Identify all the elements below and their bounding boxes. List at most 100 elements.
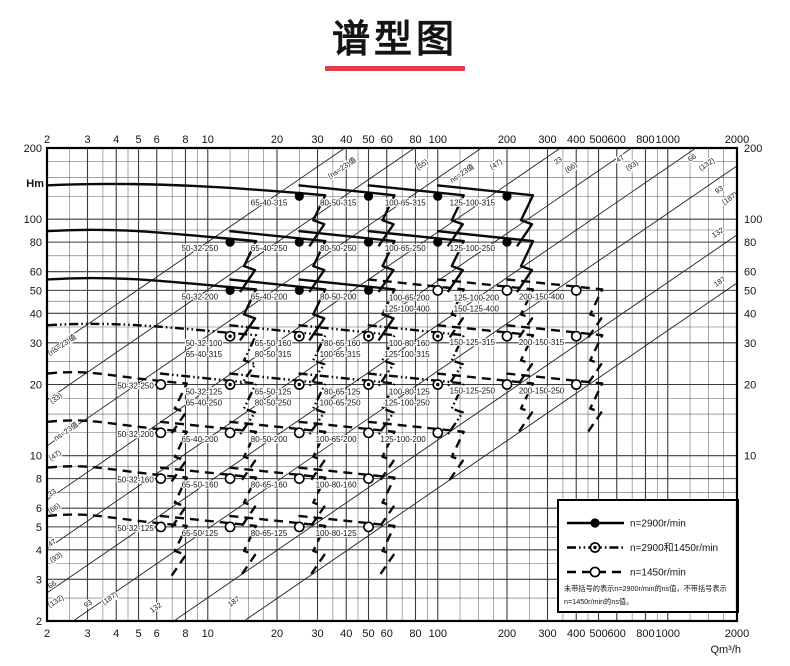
axes: 2233445566881010202030304040505060608080… — [24, 134, 763, 656]
pump-island — [298, 184, 396, 247]
model-label: 80-50-200 — [251, 435, 288, 444]
ns-label: 187 — [226, 594, 241, 608]
page-title: 谱型图 — [331, 19, 458, 61]
y-tick-left: 6 — [36, 503, 42, 515]
model-label: 150-125-250 — [450, 387, 496, 396]
x-tick-top: 600 — [608, 134, 626, 146]
model-label: 65-50-125 — [182, 529, 219, 538]
model-label: 65-40-250 — [251, 244, 288, 253]
ns-line — [46, 147, 346, 353]
ns-label: ns=23值 — [52, 420, 80, 443]
model-label: 150-125-400 — [454, 304, 500, 313]
ns-line — [173, 234, 738, 622]
model-label: 80-50-250 — [255, 399, 292, 408]
x-tick-top: 60 — [381, 134, 393, 146]
marker-open — [570, 284, 582, 296]
ns-label: 33 — [552, 155, 564, 167]
y-tick-left: 4 — [36, 545, 42, 557]
marker-open — [432, 427, 444, 439]
ns-label: (93) — [48, 550, 64, 565]
model-label: 100-80-160 — [389, 339, 430, 348]
y-tick-left: 8 — [36, 474, 42, 486]
model-label: 80-50-315 — [255, 350, 292, 359]
pump-island — [229, 229, 327, 293]
ns-label: (33) — [48, 391, 64, 406]
model-label: 200-150-400 — [519, 292, 565, 301]
marker-open — [224, 427, 236, 439]
marker-dot — [297, 334, 301, 338]
x-tick-top: 400 — [567, 134, 585, 146]
pump-island — [47, 513, 189, 578]
model-label: 50-32-125 — [186, 388, 223, 397]
x-tick-bottom: 400 — [567, 628, 585, 640]
x-tick-top: 6 — [154, 134, 160, 146]
model-label: 80-65-125 — [251, 529, 288, 538]
model-label: 50-32-250 — [117, 382, 154, 391]
x-tick-bottom: 3 — [84, 628, 90, 640]
x-tick-bottom: 20 — [271, 628, 283, 640]
marker-open — [501, 330, 513, 342]
pump-island — [436, 229, 535, 293]
model-label: 80-65-160 — [251, 481, 288, 490]
y-tick-right: 50 — [744, 285, 756, 297]
y-tick-right: 40 — [744, 308, 756, 320]
y-tick-left: 60 — [30, 267, 42, 279]
legend-box — [557, 499, 739, 613]
ns-label: 47 — [614, 153, 626, 165]
model-label: 65-40-315 — [186, 350, 223, 359]
model-label: 100-65-250 — [385, 244, 426, 253]
x-tick-bottom: 500 — [589, 628, 607, 640]
x-tick-bottom: 2 — [44, 628, 50, 640]
ns-line — [46, 147, 482, 447]
model-label: 65-50-160 — [255, 339, 292, 348]
ns-line — [243, 282, 738, 622]
x-tick-bottom: 60 — [381, 628, 393, 640]
x-tick-top: 3 — [84, 134, 90, 146]
marker-filled — [363, 191, 374, 201]
model-label: 125-100-400 — [384, 304, 430, 313]
pump-island — [367, 184, 465, 247]
marker-open — [155, 427, 167, 439]
x-tick-bottom: 800 — [636, 628, 654, 640]
ns-label: (132) — [697, 156, 716, 173]
model-label: 100-65-200 — [316, 435, 357, 444]
legend-note: 未带括号的表示n=2900r/min的ns值，不带括号表示 — [564, 584, 727, 593]
x-tick-top: 1000 — [656, 134, 680, 146]
model-label: 65-50-160 — [182, 481, 219, 490]
model-label: 125-100-250 — [384, 399, 430, 408]
markers — [155, 191, 582, 533]
x-tick-bottom: 100 — [429, 628, 447, 640]
pump-island — [47, 228, 258, 293]
marker-open — [155, 521, 167, 533]
pump-island — [47, 276, 258, 342]
pump-island — [229, 278, 327, 342]
ns-line — [46, 147, 561, 501]
x-tick-top: 2000 — [725, 134, 749, 146]
model-label: 100-80-160 — [316, 481, 357, 490]
model-label: 50-32-160 — [117, 476, 154, 485]
model-label: 50-32-200 — [182, 292, 219, 301]
model-label: 50-32-250 — [182, 244, 219, 253]
marker-filled — [363, 237, 374, 247]
ns-line — [46, 147, 697, 594]
marker-dot — [366, 382, 371, 387]
x-tick-top: 50 — [362, 134, 374, 146]
marker-filled — [225, 285, 235, 295]
marker-open — [363, 521, 374, 533]
x-tick-bottom: 1000 — [656, 628, 680, 640]
y-tick-left: 3 — [36, 574, 42, 586]
marker-open — [224, 521, 236, 533]
x-tick-bottom: 8 — [182, 628, 188, 640]
model-label: 80-50-200 — [320, 292, 357, 301]
model-label: 65-40-200 — [182, 435, 219, 444]
x-tick-top: 200 — [498, 134, 516, 146]
y-tick-left: 200 — [24, 143, 42, 155]
x-tick-top: 800 — [636, 134, 654, 146]
x-tick-bottom: 300 — [538, 628, 556, 640]
y-tick-left: 50 — [30, 285, 42, 297]
model-label: 125-100-200 — [454, 293, 500, 302]
marker-filled — [502, 237, 512, 247]
ns-label: (47) — [488, 157, 504, 172]
